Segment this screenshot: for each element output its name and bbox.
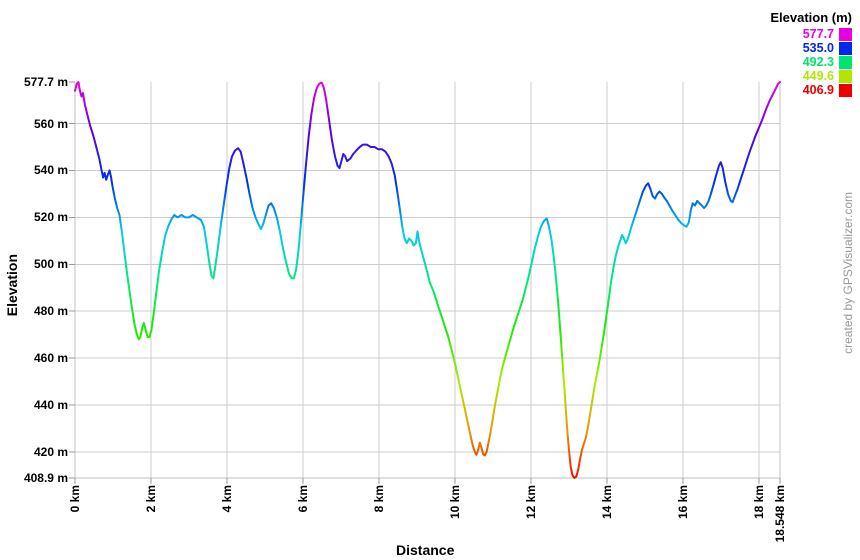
legend-swatch [839, 83, 852, 97]
axis-border [74, 82, 781, 479]
legend-value: 577.7 [802, 26, 834, 41]
y-tick-label: 540 m [33, 163, 68, 178]
x-tick-label: 0 km [68, 485, 82, 513]
legend-entry: 492.3 [803, 55, 852, 69]
x-tick-label: 18.548 km [773, 485, 787, 543]
legend-value: 492.3 [802, 54, 834, 69]
x-tick-label: 12 km [524, 485, 539, 520]
y-tick-label: 408.9 m [23, 471, 68, 485]
x-tick-label: 4 km [220, 485, 235, 513]
legend-value: 449.6 [802, 68, 834, 83]
x-tick-label: 6 km [296, 485, 311, 513]
legend-entries: 577.7 535.0 492.3 449.6 406.9 [803, 27, 852, 97]
legend-entry: 406.9 [803, 83, 852, 97]
y-tick-label: 577.7 m [23, 75, 68, 89]
y-tick-label: 560 m [33, 116, 68, 131]
watermark: created by GPSVisualizer.com [841, 192, 855, 354]
legend-title: Elevation (m) [770, 10, 852, 25]
legend: Elevation (m) 577.7 535.0 492.3 449.6 406.9 [770, 10, 852, 97]
legend-value: 406.9 [802, 82, 834, 97]
x-tick-label: 16 km [676, 485, 691, 520]
legend-swatch [839, 41, 852, 55]
y-tick-label: 480 m [33, 304, 68, 319]
legend-value: 535.0 [802, 40, 834, 55]
legend-entry: 449.6 [803, 69, 852, 83]
y-tick-label: 440 m [33, 398, 68, 413]
x-tick-label: 18 km [752, 485, 767, 520]
legend-swatch [839, 27, 852, 41]
elevation-profile-line [74, 81, 781, 479]
legend-swatch [839, 55, 852, 69]
legend-entry: 577.7 [803, 27, 852, 41]
x-tick-label: 2 km [144, 485, 159, 513]
y-tick-label: 500 m [33, 257, 68, 272]
x-axis-title: Distance [396, 542, 455, 558]
legend-swatch [839, 69, 852, 83]
y-tick-label: 460 m [33, 351, 68, 366]
gridlines [75, 82, 780, 478]
x-tick-label: 10 km [448, 485, 463, 520]
legend-entry: 535.0 [803, 41, 852, 55]
x-tick-label: 14 km [600, 485, 615, 520]
x-tick-label: 8 km [372, 485, 387, 513]
tick-marks [69, 81, 781, 484]
y-tick-label: 520 m [33, 210, 68, 225]
y-tick-label: 420 m [33, 444, 68, 459]
